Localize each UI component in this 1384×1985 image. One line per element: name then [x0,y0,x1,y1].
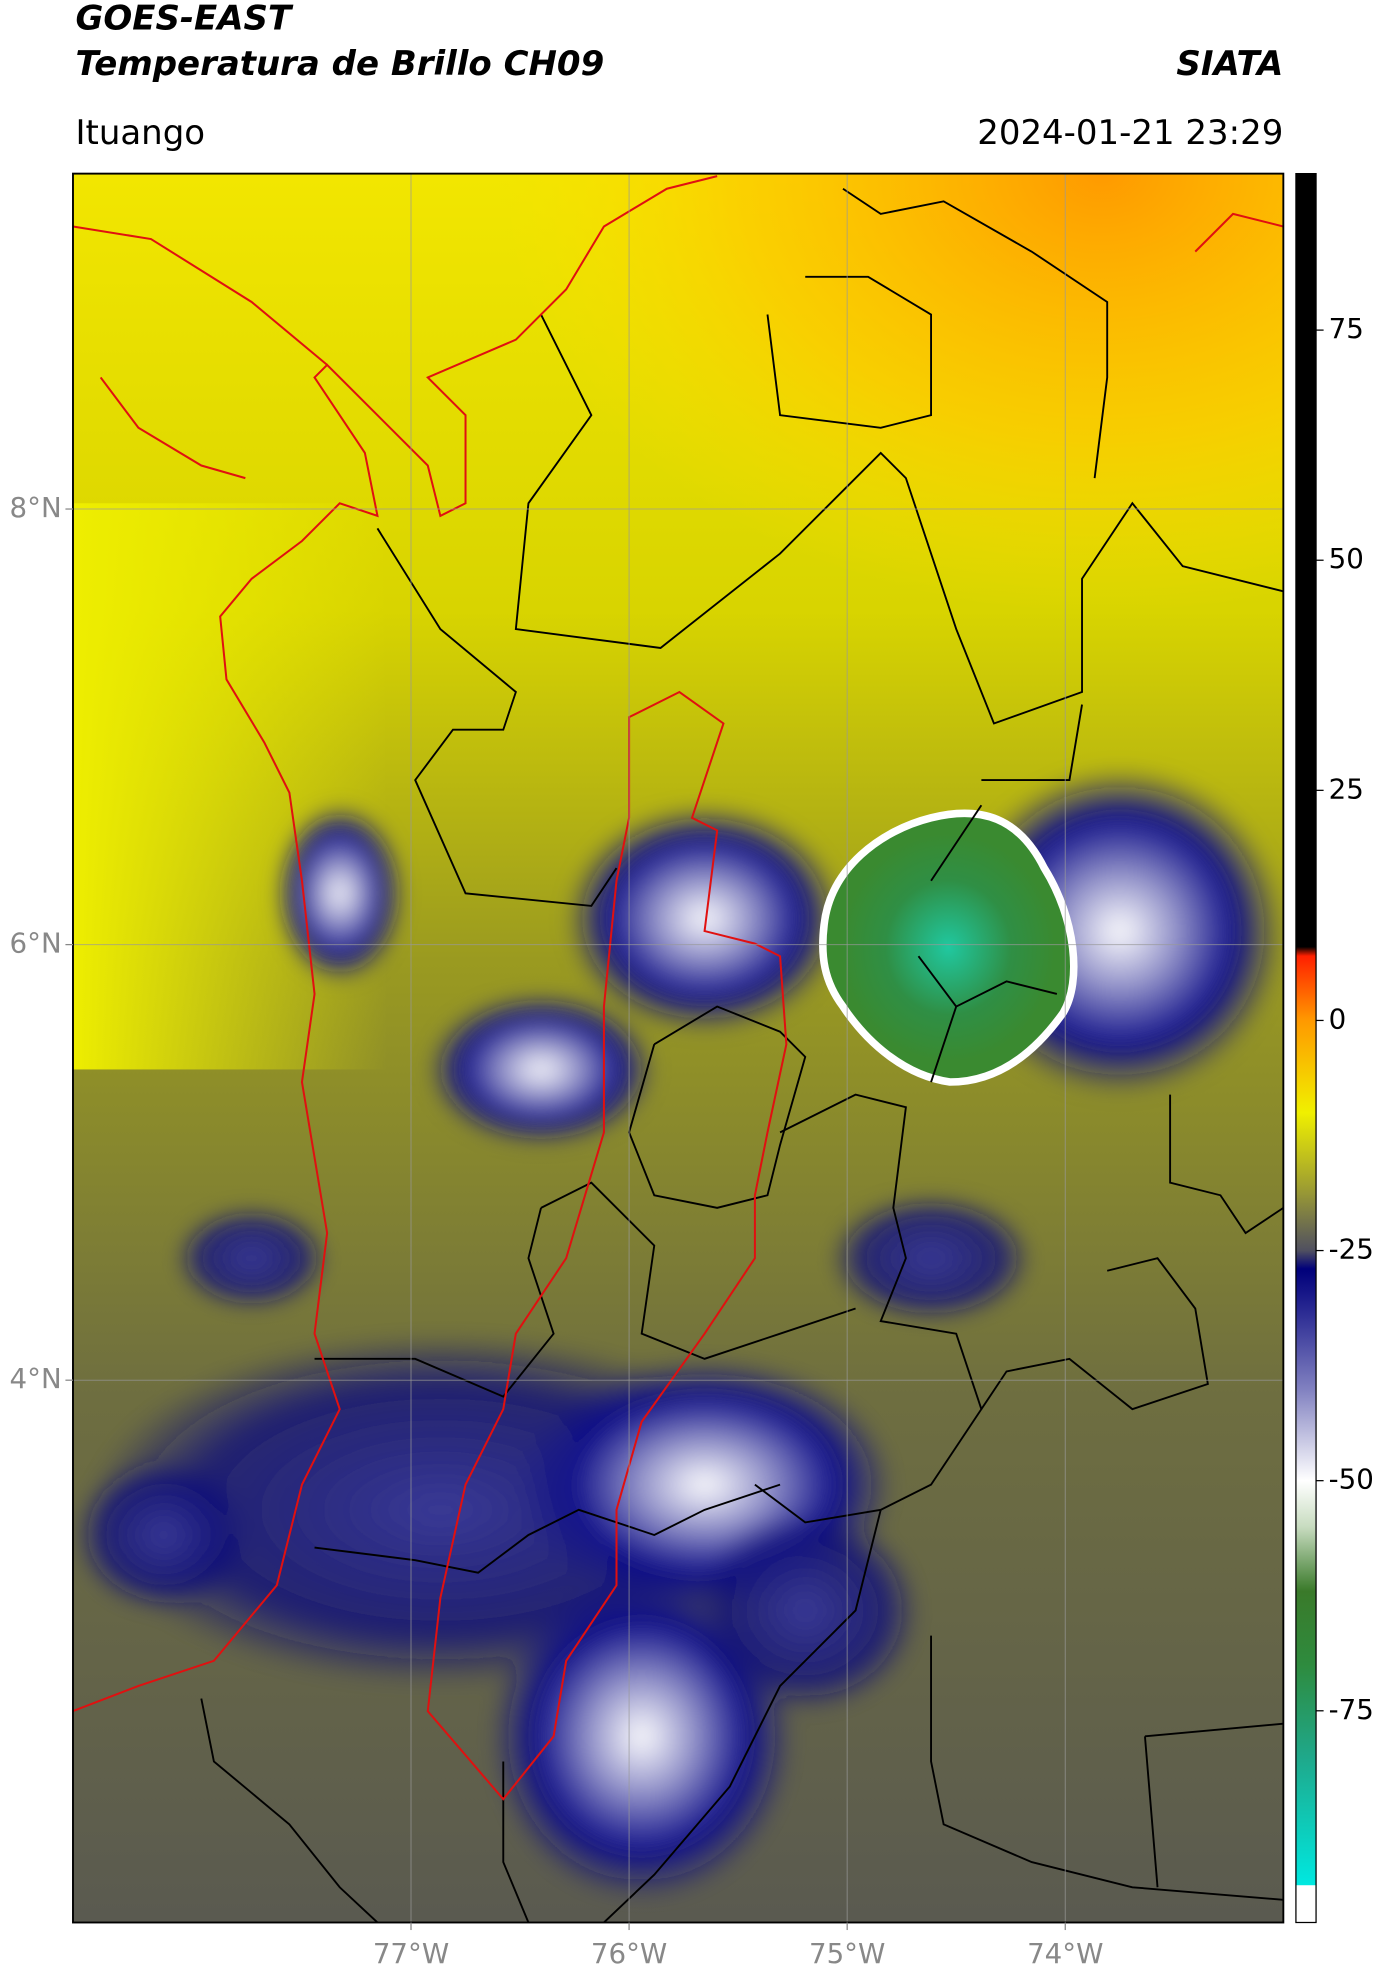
cloud [566,805,843,1032]
boundary [1169,1094,1284,1235]
boundary [980,1257,1209,1411]
y-tick-label: 8°N [10,491,62,524]
boundary [314,1207,555,1398]
timestamp: 2024-01-21 23:29 [977,113,1283,153]
map-frame [72,172,1285,1924]
subtitle: Temperatura de Brillo CH09 [75,44,604,84]
colorbar-ticks: 75 50 25 0 -25 -50 -75 [1316,312,1374,1726]
brand: SIATA [1176,44,1283,84]
boundary [917,804,1058,1083]
warm-area [72,503,388,1070]
coast [72,175,718,1713]
coastline [72,175,1284,1713]
boundary [981,704,1083,782]
cloud-tops [75,767,1284,1900]
colorbar-tick-label: 0 [1329,1002,1347,1035]
cloud [830,1195,1032,1322]
boundary [766,275,932,429]
graticule [72,173,1284,1923]
colorbar-tick-label: -50 [1329,1463,1374,1496]
boundary [314,1483,781,1574]
y-tick-label: 4°N [10,1362,62,1395]
boundary [628,1005,807,1209]
boundary [603,1509,882,1923]
cloud [176,1207,328,1309]
x-tick-label: 74°W [1027,1937,1103,1970]
boundary [514,314,1284,725]
boundary [540,1181,856,1360]
boundary [376,527,618,907]
colorbar [1295,172,1317,1924]
boundary [842,187,1109,479]
region-outline [426,690,788,1801]
title: GOES-EAST [75,0,293,39]
coast [72,225,328,366]
x-tick-label: 75°W [809,1937,885,1970]
x-tick-label: 77°W [373,1937,449,1970]
boundary [200,1698,530,1923]
x-tick-label: 76°W [591,1937,667,1970]
boundary [754,1093,983,1524]
boundary [930,1635,1284,1901]
location: Ituango [75,113,205,153]
cloud [75,1459,252,1611]
colorbar-tick-label: -25 [1329,1233,1374,1266]
cloud [427,993,655,1145]
boundaries [200,187,1284,1923]
colorbar-tick-label: -75 [1329,1693,1374,1726]
cloud [692,1509,919,1712]
colorbar-tick-label: 50 [1329,542,1364,575]
y-tick-label: 6°N [10,927,62,960]
coast [99,376,246,480]
colorbar-tick-label: 25 [1329,772,1364,805]
coast [1194,212,1284,253]
storm-core [819,809,1078,1086]
axis-ticks: 77°W 76°W 75°W 74°W 8°N 6°N 4°N [10,491,1104,1970]
map-image [72,173,1284,1923]
colorbar-tick-label: 75 [1329,312,1364,345]
